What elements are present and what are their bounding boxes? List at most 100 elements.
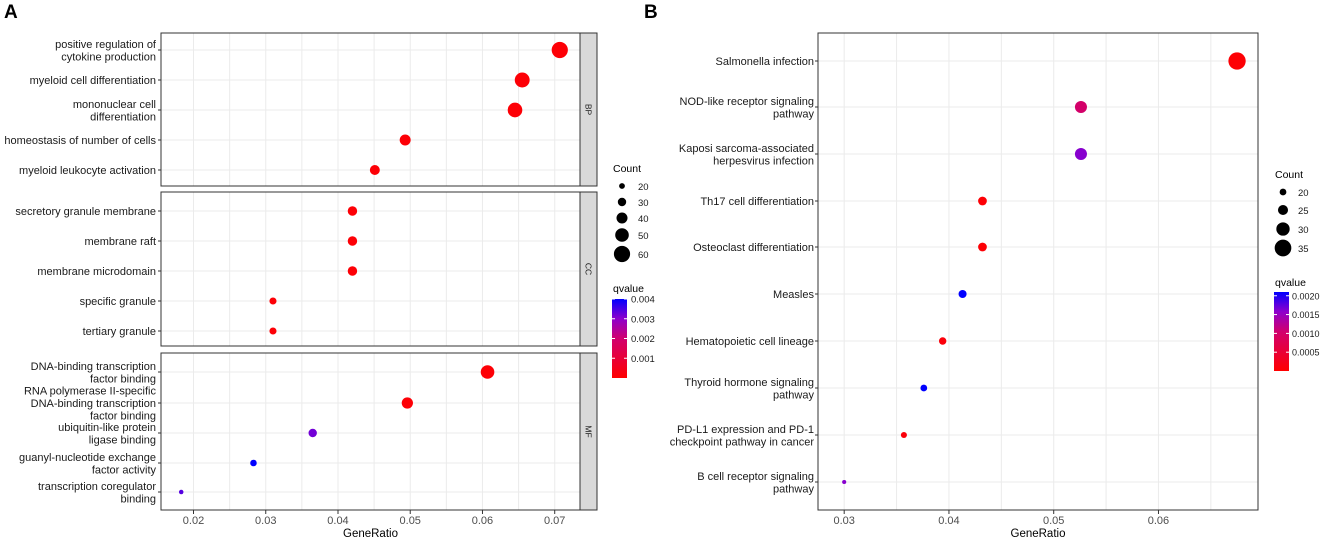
- color-legend-bar: [612, 299, 627, 378]
- term-label: tertiary granule: [83, 326, 156, 338]
- color-legend-label: 0.001: [631, 354, 655, 365]
- plot-border: [817, 32, 1259, 511]
- size-legend-dot: [617, 197, 627, 207]
- term-label: homeostasis of number of cells: [4, 135, 156, 147]
- facet-bp: BP positive regulation of cytokine product…: [4, 32, 598, 187]
- term-label: secretory granule membrane: [15, 206, 156, 218]
- facet-strip-label: BP: [584, 104, 594, 116]
- facet-mf: MF DNA-binding transcription factor bindin…: [19, 352, 598, 511]
- color-legend-label: 0.0015: [1292, 310, 1320, 320]
- data-point: [250, 459, 257, 467]
- panel-a-letter: A: [4, 2, 18, 23]
- data-point: [269, 327, 277, 335]
- size-legend-label: 20: [1298, 188, 1309, 199]
- size-legend-label: 50: [638, 231, 649, 242]
- data-point: [269, 297, 277, 305]
- color-legend-label: 0.003: [631, 314, 655, 325]
- panel-b-chart: Salmonella infection NOD-like receptor si…: [670, 32, 1320, 540]
- size-legend-dot: [616, 212, 628, 224]
- data-point: [507, 102, 523, 118]
- term-label: PD-L1 expression and PD-1 checkpoint path…: [670, 424, 815, 449]
- facet-strip-label: CC: [584, 263, 594, 275]
- data-point: [347, 266, 358, 276]
- data-point: [978, 196, 987, 206]
- data-point: [514, 72, 530, 88]
- x-tick-label: 0.04: [327, 515, 348, 527]
- size-legend-dot: [613, 245, 631, 263]
- facet-strip: [579, 191, 598, 347]
- term-label: membrane raft: [84, 236, 156, 248]
- data-point: [958, 289, 967, 299]
- facet-cc: CC secretory granule membrane membrane raf…: [15, 191, 598, 347]
- x-tick-label: 0.06: [1148, 515, 1169, 527]
- plot-background: [818, 33, 1258, 510]
- x-tick-label: 0.06: [472, 515, 493, 527]
- size-legend-label: 20: [638, 182, 649, 193]
- term-label: DNA-binding transcription factor binding: [31, 361, 156, 386]
- term-label: RNA polymerase II-specific DNA-binding tr…: [24, 386, 157, 423]
- data-point: [401, 397, 413, 409]
- term-label: ubiquitin-like protein ligase binding: [58, 422, 156, 447]
- color-legend-label: 0.0010: [1292, 329, 1320, 339]
- facet-background: [161, 353, 580, 510]
- facet-strip: [579, 32, 598, 187]
- data-point: [178, 489, 184, 495]
- x-tick-label: 0.03: [833, 515, 854, 527]
- data-point: [347, 236, 358, 246]
- size-legend-title: Count: [1275, 169, 1303, 181]
- color-legend-label: 0.0005: [1292, 348, 1320, 358]
- size-legend-label: 60: [638, 250, 649, 261]
- x-tick-label: 0.05: [400, 515, 421, 527]
- data-point: [551, 41, 568, 59]
- x-tick-label: 0.07: [544, 515, 565, 527]
- x-axis-title: GeneRatio: [1011, 528, 1066, 540]
- x-axis-title: GeneRatio: [343, 528, 398, 540]
- panel-b-letter: B: [644, 2, 658, 23]
- color-legend-title: qvalue: [1275, 277, 1306, 289]
- term-label: positive regulation of cytokine productio…: [55, 39, 157, 64]
- x-tick-label: 0.03: [255, 515, 276, 527]
- size-legend-dot: [1274, 239, 1292, 257]
- data-point: [480, 365, 495, 379]
- data-point: [842, 479, 847, 485]
- term-label: myeloid cell differentiation: [30, 75, 156, 87]
- x-tick-label: 0.05: [1043, 515, 1064, 527]
- size-legend-dot: [1277, 204, 1289, 216]
- data-point: [347, 206, 358, 216]
- data-point: [1074, 147, 1087, 161]
- term-label: Osteoclast differentiation: [693, 242, 814, 254]
- facet-background: [161, 192, 580, 346]
- term-label: myeloid leukocyte activation: [19, 165, 156, 177]
- data-point: [369, 165, 380, 175]
- term-label: guanyl-nucleotide exchange factor activit…: [19, 452, 156, 477]
- facet-strip-label: MF: [584, 425, 594, 437]
- data-point: [308, 428, 317, 438]
- term-label: membrane microdomain: [37, 266, 156, 278]
- x-tick-label: 0.04: [938, 515, 959, 527]
- size-legend-title: Count: [613, 163, 641, 175]
- data-point: [1228, 52, 1246, 70]
- term-label: transcription coregulator binding: [38, 481, 156, 506]
- term-label: specific granule: [80, 296, 156, 308]
- term-label: Thyroid hormone signaling pathway: [684, 377, 814, 402]
- data-point: [920, 384, 928, 392]
- color-legend-bar: [1274, 292, 1289, 371]
- term-label: Kaposi sarcoma-associated herpesvirus inf…: [679, 143, 814, 168]
- size-legend-dot: [615, 228, 629, 242]
- size-legend-label: 35: [1298, 244, 1309, 255]
- data-point: [1074, 100, 1087, 114]
- data-point: [900, 431, 907, 439]
- term-label: Hematopoietic cell lineage: [686, 336, 814, 348]
- color-legend-label: 0.0020: [1292, 291, 1320, 301]
- size-legend-dot: [1276, 222, 1290, 236]
- data-point: [399, 134, 411, 146]
- size-legend-label: 30: [638, 198, 649, 209]
- term-label: Measles: [773, 289, 814, 301]
- term-label: NOD-like receptor signaling pathway: [680, 96, 815, 121]
- color-legend-label: 0.002: [631, 334, 655, 345]
- color-legend-title: qvalue: [613, 283, 644, 295]
- data-point: [978, 242, 987, 252]
- term-label: B cell receptor signaling pathway: [697, 471, 814, 496]
- size-legend-label: 30: [1298, 225, 1309, 236]
